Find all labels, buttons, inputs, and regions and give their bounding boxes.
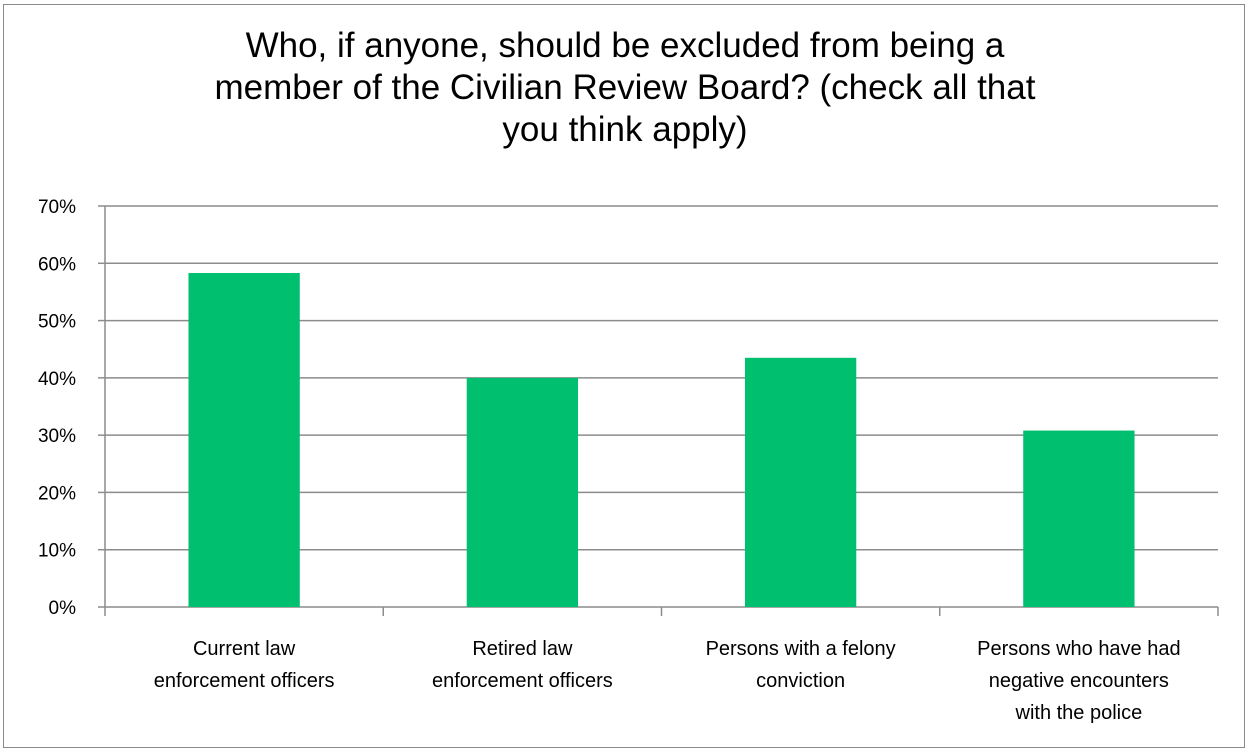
x-category-label: Retired law: [472, 638, 573, 660]
chart-title-line-3: you think apply): [502, 110, 748, 149]
x-category-label: enforcement officers: [154, 670, 335, 692]
x-category-label: Persons who have had: [977, 638, 1180, 660]
bar: [744, 357, 857, 607]
y-tick-label: 30%: [38, 426, 76, 447]
x-category-label: negative encounters: [989, 670, 1169, 692]
y-tick-label: 60%: [38, 254, 76, 275]
y-tick-label: 70%: [38, 197, 76, 218]
chart-title-line-2: member of the Civilian Review Board? (ch…: [214, 68, 1036, 107]
x-category-label: Persons with a felony: [706, 638, 896, 660]
x-category-label: Current law: [193, 638, 296, 660]
y-tick-label: 20%: [38, 483, 76, 504]
chart-title: Who, if anyone, should be excluded from …: [0, 25, 1250, 151]
y-tick-label: 50%: [38, 312, 76, 333]
x-category-label: enforcement officers: [432, 670, 613, 692]
y-tick-label: 40%: [38, 369, 76, 390]
x-category-label: conviction: [756, 670, 845, 692]
bar: [1023, 430, 1135, 607]
x-category-label: with the police: [1015, 702, 1143, 724]
y-tick-label: 10%: [38, 541, 76, 562]
bar: [188, 273, 300, 607]
chart-title-line-1: Who, if anyone, should be excluded from …: [245, 26, 1005, 65]
bar: [466, 377, 579, 607]
y-tick-label: 0%: [49, 598, 77, 619]
